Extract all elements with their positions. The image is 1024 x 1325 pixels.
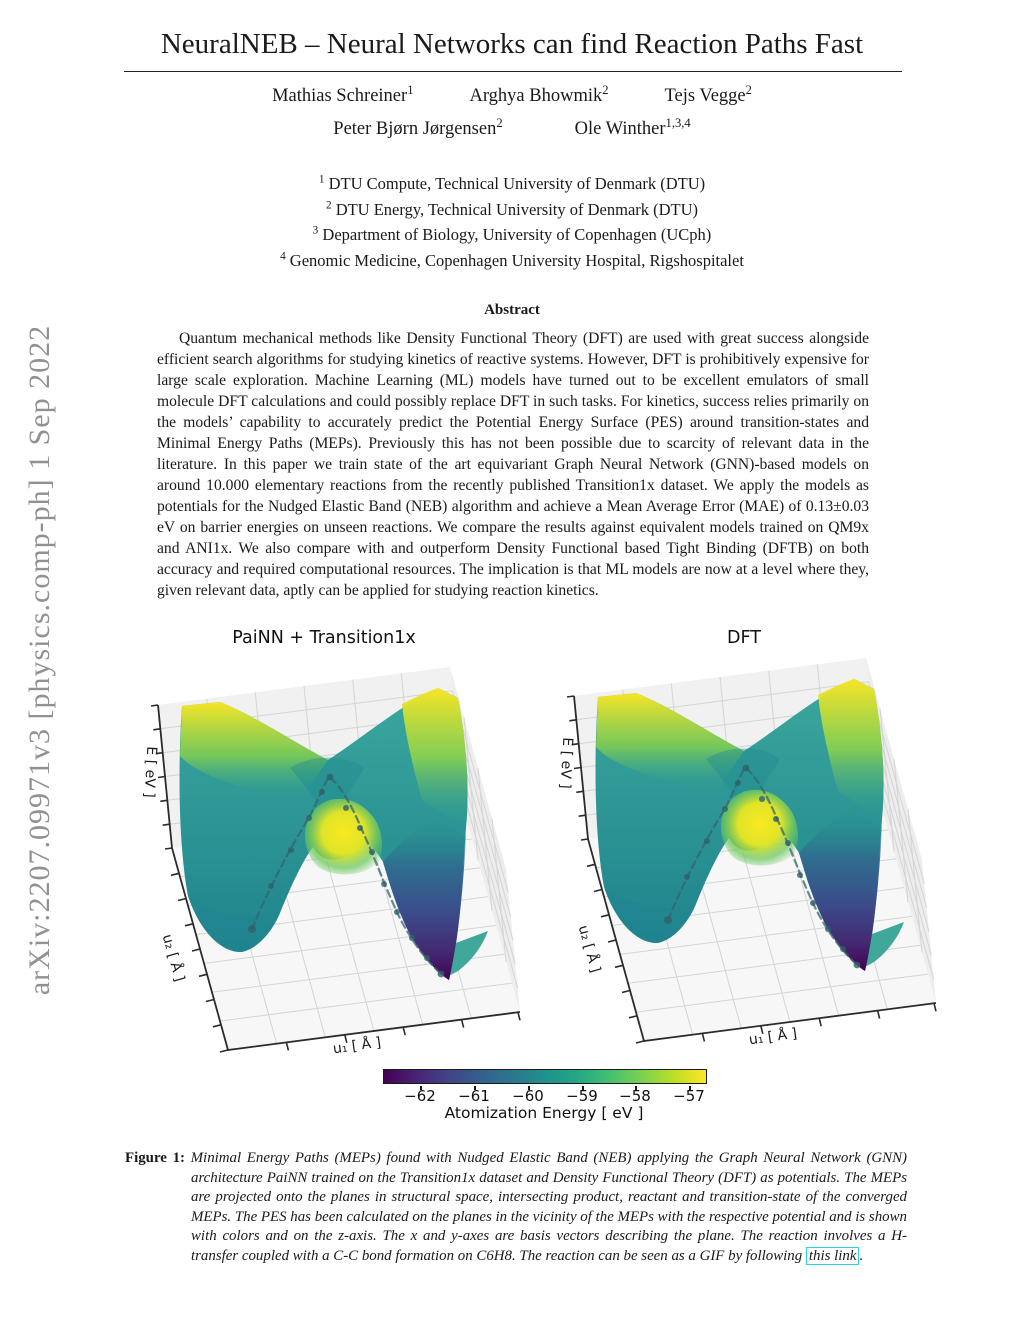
affiliation: 1 DTU Compute, Technical University of D…	[0, 171, 1024, 197]
colorbar-tick-label: −62	[404, 1087, 436, 1105]
colorbar-tick-label: −57	[673, 1087, 705, 1105]
colorbar	[383, 1069, 707, 1090]
surface-plot-painn	[149, 665, 522, 1054]
figure-caption-period: .	[859, 1247, 864, 1264]
author-name: Mathias Schreiner	[272, 86, 408, 106]
plot-title-painn: PaiNN + Transition1x	[232, 628, 416, 648]
colorbar-tick-label: −59	[566, 1087, 598, 1105]
surface-plot-dft	[565, 656, 938, 1045]
pes-surface-plots	[149, 656, 938, 1054]
z-axis-label-left: E [ eV ]	[140, 745, 160, 799]
author-affil-sup: 2	[496, 115, 503, 130]
affiliation-number: 2	[325, 199, 332, 211]
affiliation-text: Genomic Medicine, Copenhagen University …	[289, 250, 744, 270]
colorbar-tick	[420, 1086, 422, 1090]
plot-title-dft: DFT	[727, 628, 761, 648]
colorbar-tick-label: −58	[619, 1087, 651, 1105]
affiliations: 1 DTU Compute, Technical University of D…	[0, 171, 1024, 273]
author: Tejs Vegge2	[664, 82, 752, 107]
affiliation-text: DTU Energy, Technical University of Denm…	[335, 199, 699, 219]
author-name: Ole Winther	[574, 119, 666, 139]
author-name: Tejs Vegge	[664, 86, 746, 106]
author-name: Peter Bjørn Jørgensen	[333, 119, 497, 139]
figure-caption-label: Figure 1:	[125, 1150, 185, 1166]
affiliation-number: 4	[280, 250, 286, 262]
authors-line-1: Mathias Schreiner1 Arghya Bhowmik2 Tejs …	[0, 82, 1024, 107]
figure-caption-text: Minimal Energy Paths (MEPs) found with N…	[190, 1150, 907, 1264]
authors-line-2: Peter Bjørn Jørgensen2 Ole Winther1,3,4	[0, 115, 1024, 140]
affiliation: 3 Department of Biology, University of C…	[0, 222, 1024, 248]
author: Arghya Bhowmik2	[469, 82, 609, 107]
colorbar-label: Atomization Energy [ eV ]	[444, 1104, 644, 1122]
colorbar-tick	[689, 1086, 691, 1090]
author: Mathias Schreiner1	[272, 82, 414, 107]
affiliation-text: Department of Biology, University of Cop…	[322, 225, 712, 244]
author-affil-sup: 2	[602, 82, 609, 97]
paper-title: NeuralNEB – Neural Networks can find Rea…	[160, 28, 864, 60]
affiliation: 2 DTU Energy, Technical University of De…	[0, 197, 1024, 223]
colorbar-tick	[528, 1086, 530, 1090]
author-name: Arghya Bhowmik	[469, 86, 603, 106]
author-affil-sup: 2	[745, 82, 752, 97]
author: Ole Winther1,3,4	[574, 115, 691, 140]
author: Peter Bjørn Jørgensen2	[333, 115, 503, 140]
author-affil-sup: 1,3,4	[665, 115, 691, 130]
figure-caption: Figure 1: Minimal Energy Paths (MEPs) fo…	[125, 1149, 907, 1267]
affiliation-number: 3	[312, 224, 319, 237]
z-axis-label-right: E [ eV ]	[556, 736, 576, 790]
colorbar-tick	[474, 1086, 476, 1090]
this-link-hyperlink[interactable]: this link	[805, 1246, 860, 1265]
abstract-text: Quantum mechanical methods like Density …	[157, 330, 869, 599]
abstract-heading: Abstract	[484, 302, 540, 318]
colorbar-tick-label: −61	[458, 1087, 490, 1105]
colorbar-tick	[582, 1086, 584, 1090]
colorbar-tick	[635, 1086, 637, 1090]
affiliation-number: 1	[318, 173, 325, 186]
author-affil-sup: 1	[407, 82, 414, 97]
colorbar-tick-label: −60	[512, 1087, 544, 1105]
title-rule	[124, 71, 902, 72]
affiliation: 4 Genomic Medicine, Copenhagen Universit…	[0, 248, 1024, 274]
affiliation-text: DTU Compute, Technical University of Den…	[328, 174, 706, 193]
